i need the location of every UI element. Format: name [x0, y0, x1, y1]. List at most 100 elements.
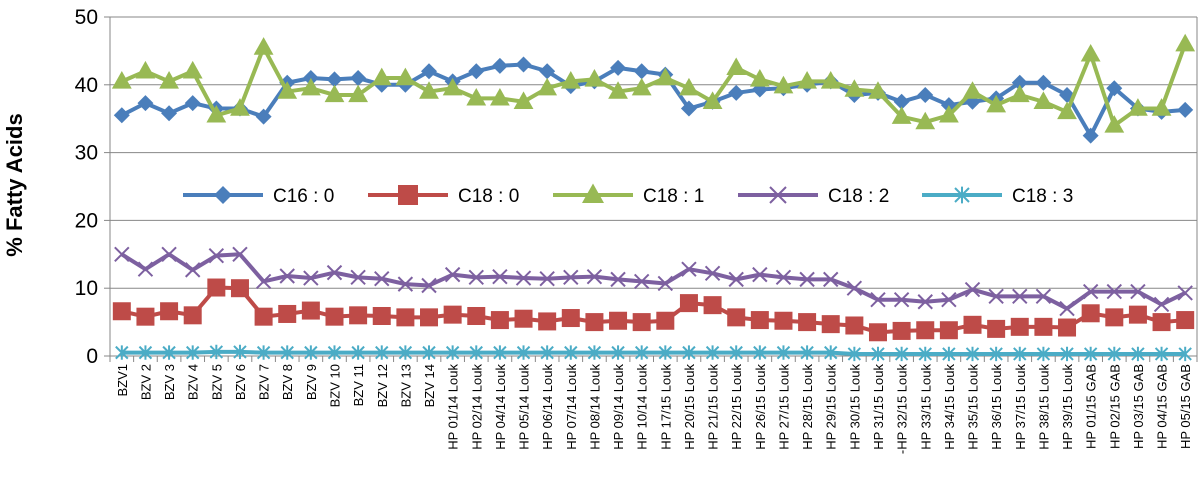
data-point [988, 288, 1004, 305]
data-point [728, 84, 745, 101]
data-point [469, 345, 483, 360]
data-point [682, 345, 696, 360]
series-lines [111, 33, 1196, 362]
data-point [963, 315, 982, 334]
data-point [774, 311, 793, 330]
x-tick-label: BZV1 [115, 364, 130, 397]
data-point [184, 95, 201, 112]
data-point [1057, 101, 1077, 120]
data-point [610, 271, 626, 288]
x-tick-label: BZV 8 [280, 364, 295, 400]
data-point [419, 81, 439, 99]
data-point [799, 271, 815, 288]
x-tick-label: HP 09/14 Louk [611, 364, 626, 450]
data-point [375, 345, 389, 360]
data-point [1153, 296, 1170, 313]
data-point [634, 345, 649, 360]
data-point [255, 108, 272, 125]
x-tick-label: BZV 11 [351, 364, 366, 406]
series-line [121, 285, 1186, 335]
data-point [1151, 98, 1172, 116]
data-point [610, 59, 627, 76]
data-point [962, 81, 983, 99]
x-tick-label: BZV 12 [375, 364, 390, 407]
data-point [728, 271, 744, 288]
data-point [870, 292, 886, 308]
data-point [445, 345, 460, 360]
data-point [1106, 80, 1123, 97]
data-point [207, 278, 226, 297]
data-point [609, 311, 628, 330]
data-point [162, 345, 176, 360]
data-point [254, 307, 273, 326]
data-point [775, 269, 792, 286]
data-point [679, 294, 698, 313]
x-tick-label: HP 02/14 Louk [469, 364, 484, 450]
data-point [938, 104, 959, 123]
data-point [491, 57, 508, 74]
y-tick-label: 0 [86, 345, 98, 368]
x-tick-label: HP 37/15 Louk [1013, 364, 1028, 450]
data-point [539, 63, 556, 80]
data-point [702, 91, 723, 109]
x-tick-label: HP 05/14 Louk [517, 364, 532, 450]
data-point [633, 273, 650, 290]
x-tick-label: HP 05/15 GAB [1178, 364, 1193, 449]
data-point [395, 67, 416, 86]
x-tick-label: HP 39/15 Louk [1060, 364, 1075, 450]
x-tick-label: BZV 5 [209, 364, 224, 400]
data-point [987, 319, 1006, 338]
data-point [587, 345, 602, 360]
legend-marker [954, 186, 970, 204]
series-C18-2 [114, 246, 1193, 317]
data-point [1154, 346, 1169, 362]
x-tick-labels: BZV1 BZV 2 BZV 3 BZV 4 BZV 5 BZV 6 BZV 7 BZV 8 B… [115, 364, 1193, 455]
data-point [1128, 305, 1147, 324]
data-point [115, 345, 129, 360]
data-point [1058, 318, 1077, 337]
data-point [232, 246, 248, 263]
data-point [633, 63, 650, 80]
data-point [1036, 346, 1051, 362]
data-point [704, 265, 721, 281]
x-tick-label: HP 07/14 Louk [564, 364, 579, 450]
series-C18-1 [111, 33, 1196, 133]
data-point [513, 91, 534, 109]
data-point [1012, 288, 1028, 305]
series-line [120, 62, 1186, 138]
data-point [421, 277, 437, 294]
x-tick-label: HP 10/14 Louk [635, 364, 650, 450]
x-tick-label: HP 20/15 Louk [682, 364, 697, 450]
data-point [964, 281, 981, 298]
data-point [1128, 98, 1148, 116]
data-point [1011, 74, 1028, 91]
data-point [324, 84, 345, 103]
y-tick-label: 40 [75, 74, 98, 97]
x-tick-label: BZV 13 [398, 364, 413, 407]
x-tick-label: HP 01/14 Louk [446, 364, 461, 450]
data-point [160, 302, 179, 321]
data-point [847, 346, 862, 362]
legend-label: C18 : 1 [643, 186, 704, 207]
data-point [798, 313, 817, 332]
y-tick-label: 20 [75, 209, 98, 232]
data-point [278, 304, 297, 323]
data-point [965, 346, 980, 362]
data-point [516, 345, 531, 360]
data-point [253, 37, 274, 55]
legend-marker [214, 186, 232, 204]
data-point [703, 296, 722, 315]
data-point [397, 276, 414, 292]
data-point [894, 346, 909, 362]
data-point [939, 321, 958, 340]
x-tick-label: HP 30/15 Louk [847, 364, 862, 450]
data-point [137, 95, 154, 112]
data-point [749, 69, 770, 87]
data-point [326, 71, 343, 88]
data-point [1177, 285, 1193, 301]
data-point [915, 111, 936, 130]
data-point [564, 345, 578, 360]
data-point [681, 261, 697, 277]
data-point [137, 261, 154, 277]
